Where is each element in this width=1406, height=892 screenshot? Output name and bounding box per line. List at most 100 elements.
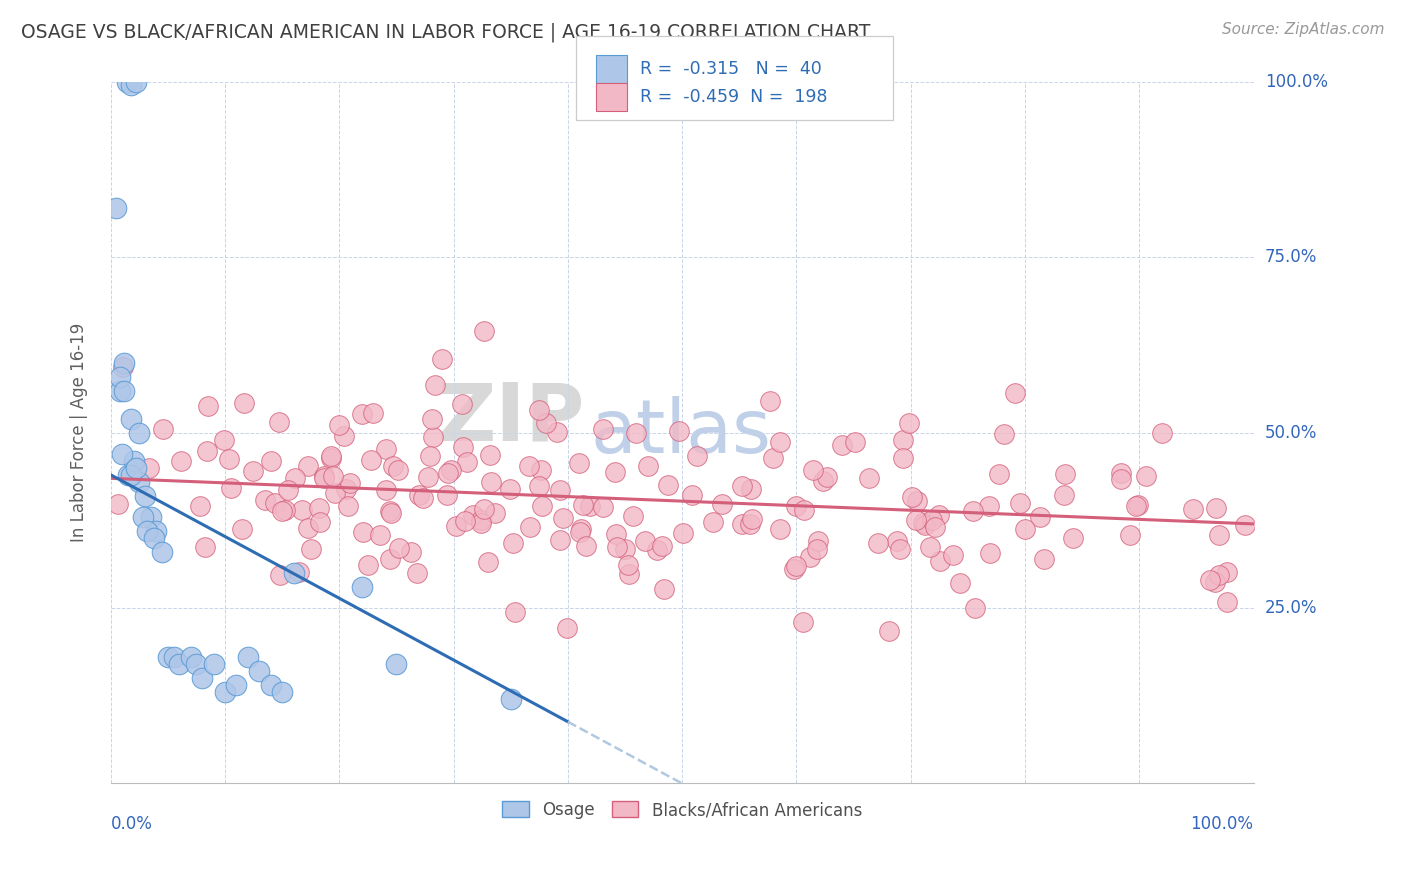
Point: [592, 500, 614, 514]
Point: [569, 522, 592, 536]
Point: [283, 566, 305, 580]
Point: [120, 411, 142, 425]
Point: [170, 454, 193, 468]
Text: 50.0%: 50.0%: [1265, 424, 1317, 442]
Point: [422, 412, 444, 426]
Point: [120, 467, 142, 482]
Point: [264, 496, 287, 510]
Point: [801, 463, 824, 477]
Point: [769, 434, 792, 449]
Point: [905, 513, 928, 527]
Point: [762, 450, 785, 465]
Point: [905, 494, 928, 508]
Point: [889, 541, 911, 556]
Point: [122, 454, 145, 468]
Point: [132, 510, 155, 524]
Point: [284, 471, 307, 485]
Point: [138, 461, 160, 475]
Point: [993, 427, 1015, 442]
Point: [111, 447, 134, 461]
Point: [962, 504, 984, 518]
Point: [621, 508, 644, 523]
Point: [145, 524, 167, 538]
Point: [105, 201, 128, 215]
Point: [551, 511, 574, 525]
Point: [291, 503, 314, 517]
Point: [546, 425, 568, 439]
Point: [219, 481, 242, 495]
Point: [382, 458, 405, 473]
Point: [979, 499, 1001, 513]
Point: [432, 351, 454, 366]
Point: [380, 552, 402, 566]
Point: [191, 671, 214, 685]
Point: [423, 378, 446, 392]
Point: [260, 454, 283, 468]
Text: atlas: atlas: [591, 396, 772, 469]
Point: [134, 489, 156, 503]
Point: [572, 498, 595, 512]
Point: [444, 519, 467, 533]
Point: [592, 422, 614, 436]
Text: Source: ZipAtlas.com: Source: ZipAtlas.com: [1222, 22, 1385, 37]
Point: [180, 650, 202, 665]
Text: 0.0%: 0.0%: [111, 815, 153, 833]
Point: [385, 657, 408, 672]
Point: [1181, 501, 1204, 516]
Point: [380, 504, 402, 518]
Point: [422, 430, 444, 444]
Point: [792, 502, 814, 516]
Point: [108, 369, 131, 384]
Point: [1216, 566, 1239, 580]
Point: [963, 601, 986, 615]
Point: [214, 685, 236, 699]
Point: [236, 650, 259, 665]
Point: [335, 482, 357, 496]
Point: [114, 355, 136, 369]
Point: [891, 450, 914, 465]
Point: [399, 544, 422, 558]
Point: [143, 531, 166, 545]
Point: [406, 566, 429, 580]
Point: [419, 449, 441, 463]
Point: [920, 540, 942, 554]
Point: [1111, 472, 1133, 486]
Point: [921, 513, 943, 527]
Point: [260, 678, 283, 692]
Point: [710, 497, 733, 511]
Point: [668, 424, 690, 438]
Point: [1054, 467, 1077, 481]
Point: [731, 479, 754, 493]
Point: [186, 657, 208, 672]
Point: [1208, 528, 1230, 542]
Point: [928, 554, 950, 568]
Point: [212, 433, 235, 447]
Point: [740, 483, 762, 497]
Point: [408, 487, 430, 501]
Text: In Labor Force | Age 16-19: In Labor Force | Age 16-19: [70, 323, 87, 542]
Point: [517, 458, 540, 473]
Point: [868, 536, 890, 550]
Point: [451, 440, 474, 454]
Point: [785, 558, 807, 573]
Point: [339, 475, 361, 490]
Point: [195, 443, 218, 458]
Point: [274, 502, 297, 516]
Point: [156, 650, 179, 665]
Text: 75.0%: 75.0%: [1265, 248, 1317, 267]
Point: [436, 488, 458, 502]
Point: [657, 478, 679, 492]
Point: [858, 471, 880, 485]
Point: [502, 536, 524, 550]
Point: [1109, 466, 1132, 480]
Point: [1199, 573, 1222, 587]
Point: [503, 606, 526, 620]
Point: [530, 499, 553, 513]
Point: [322, 468, 344, 483]
Point: [785, 499, 807, 513]
Point: [1215, 595, 1237, 609]
Text: R =  -0.315   N =  40: R = -0.315 N = 40: [640, 60, 821, 78]
Point: [548, 533, 571, 547]
Point: [534, 416, 557, 430]
Point: [811, 475, 834, 489]
